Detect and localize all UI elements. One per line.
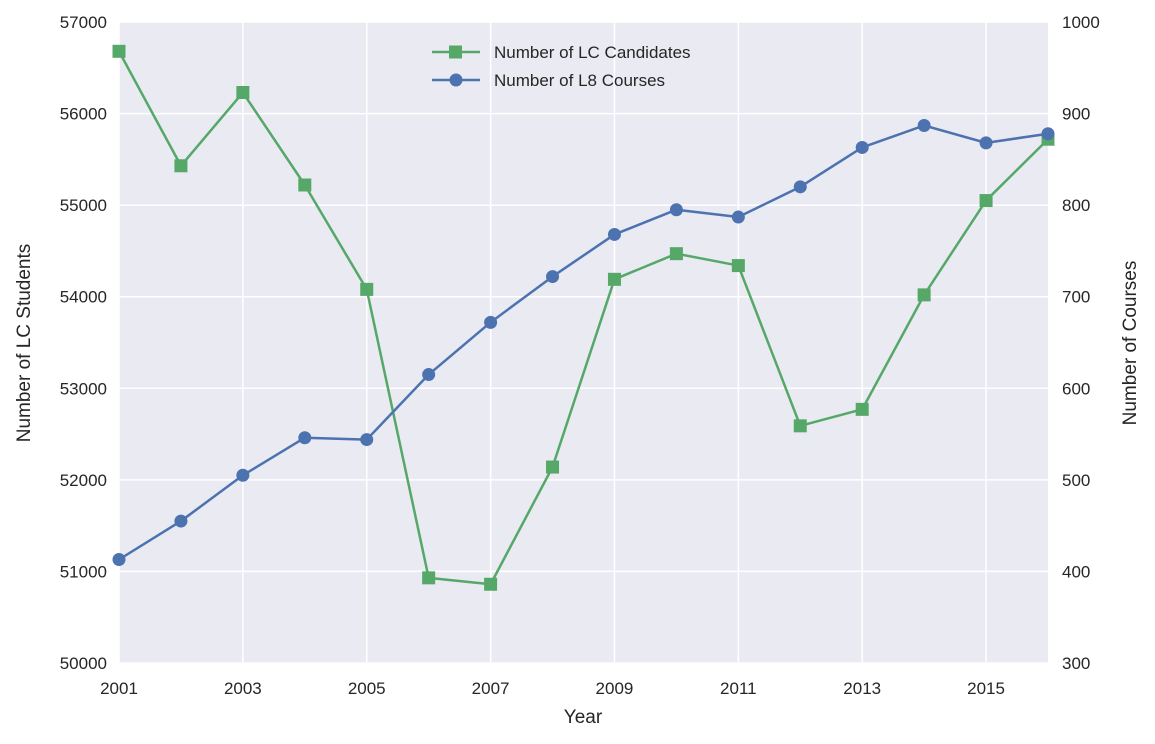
x-tick-label: 2001	[100, 679, 138, 698]
legend-marker-square	[449, 45, 462, 59]
data-point-circle	[979, 136, 993, 150]
grid-lines	[118, 21, 1048, 664]
data-point-square	[174, 159, 188, 173]
series-courses	[112, 118, 1055, 567]
data-point-circle	[731, 210, 745, 224]
y-right-tick-label: 300	[1062, 654, 1090, 673]
y-right-tick-label: 500	[1062, 471, 1090, 490]
data-point-circle	[855, 140, 869, 154]
x-tick-label: 2005	[348, 679, 386, 698]
data-point-square	[422, 571, 436, 585]
data-point-circle	[917, 118, 931, 132]
y-axis-right-label: Number of Courses	[1120, 261, 1141, 426]
data-point-square	[546, 460, 560, 474]
y-left-tick-label: 51000	[60, 562, 107, 581]
data-point-square	[236, 86, 250, 100]
y-right-tick-label: 1000	[1062, 13, 1100, 32]
series-candidates	[112, 44, 1055, 591]
data-point-circle	[298, 431, 312, 445]
data-point-square	[669, 247, 683, 261]
data-point-square	[793, 419, 807, 433]
y-left-tick-label: 57000	[60, 13, 107, 32]
series-layer	[112, 44, 1055, 591]
data-point-circle	[236, 468, 250, 482]
data-point-square	[360, 282, 374, 296]
data-point-square	[855, 402, 869, 416]
legend-marker-circle	[449, 73, 463, 87]
legend-label-courses: Number of L8 Courses	[494, 71, 665, 90]
series-line	[117, 50, 1049, 586]
data-point-circle	[546, 270, 560, 284]
data-point-circle	[112, 553, 126, 567]
legend-label-candidates: Number of LC Candidates	[494, 43, 691, 62]
y-right-tick-label: 400	[1062, 562, 1090, 581]
y-left-tick-label: 54000	[60, 288, 107, 307]
y-left-tick-label: 55000	[60, 196, 107, 215]
y-right-tick-label: 800	[1062, 196, 1090, 215]
y-left-tick-label: 56000	[60, 105, 107, 124]
data-point-circle	[669, 203, 683, 217]
data-point-square	[979, 194, 993, 208]
data-point-square	[731, 259, 745, 273]
x-tick-label: 2009	[596, 679, 634, 698]
x-axis-label: Year	[564, 707, 603, 728]
tick-labels: 2001 2003 2005 2007 2009 2011 2013 2015 50000 510…	[60, 13, 1100, 698]
data-point-circle	[360, 433, 374, 447]
plot-area	[119, 22, 1048, 663]
legend: Number of LC Candidates Number of L8 Cou…	[432, 43, 691, 90]
y-right-tick-label: 900	[1062, 105, 1090, 124]
data-point-circle	[793, 180, 807, 194]
data-point-circle	[484, 315, 498, 329]
data-point-circle	[1041, 127, 1055, 141]
x-tick-label: 2003	[224, 679, 262, 698]
x-tick-label: 2007	[472, 679, 510, 698]
data-point-circle	[607, 227, 621, 241]
legend-item-courses: Number of L8 Courses	[432, 71, 665, 90]
data-point-square	[484, 577, 498, 591]
series-line	[118, 124, 1049, 561]
data-point-circle	[422, 368, 436, 382]
x-tick-label: 2013	[843, 679, 881, 698]
x-tick-label: 2015	[967, 679, 1005, 698]
data-point-square	[607, 272, 621, 286]
y-axis-left-label: Number of LC Students	[14, 244, 35, 443]
data-point-square	[112, 44, 126, 58]
y-right-tick-label: 600	[1062, 379, 1090, 398]
data-point-square	[298, 178, 312, 192]
y-left-tick-label: 52000	[60, 471, 107, 490]
y-left-tick-label: 50000	[60, 654, 107, 673]
y-left-tick-label: 53000	[60, 379, 107, 398]
legend-item-candidates: Number of LC Candidates	[432, 43, 691, 62]
data-point-circle	[174, 514, 188, 528]
y-right-tick-label: 700	[1062, 288, 1090, 307]
data-point-square	[917, 288, 931, 302]
x-tick-label: 2011	[720, 679, 757, 698]
